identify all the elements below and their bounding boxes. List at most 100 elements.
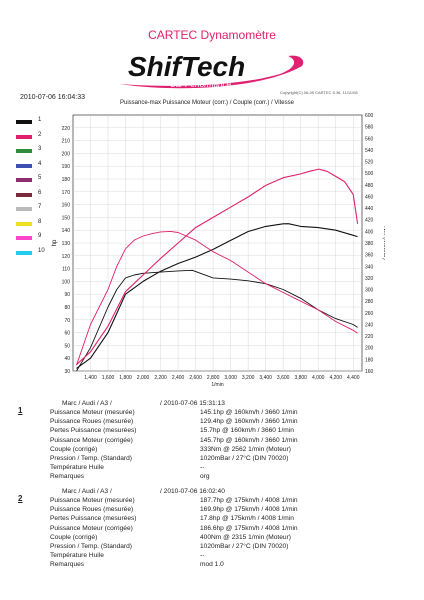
y-tick-label-left: 150 [62, 215, 71, 221]
y-tick-label-right: 220 [365, 334, 374, 340]
x-tick-label: 2,800 [207, 375, 220, 381]
y-tick-label-right: 240 [365, 322, 374, 328]
y-tick-label-right: 400 [365, 229, 374, 235]
result-value: 1020mBar / 27°C (DIN 70020) [200, 455, 289, 462]
result-label: Pertes Puissance (mesurées) [50, 427, 137, 435]
y-tick-label-right: 160 [365, 369, 374, 375]
x-tick-label: 1,800 [119, 375, 132, 381]
copyright-text: Copyright(C) 06-09 CARTEC 5.36, 11/11/08 [280, 90, 358, 95]
x-tick-label: 3,600 [277, 375, 290, 381]
result-value: org [200, 473, 210, 481]
result-label: Remarques [50, 473, 85, 481]
y-axis-label-right: Nm (Moteur) [382, 226, 385, 260]
result-label: Pression / Temp. (Standard) [50, 455, 132, 462]
result-value: 187.7hp @ 175km/h / 4008 1/min [200, 497, 298, 504]
result-label: Remarques [50, 561, 85, 569]
legend-item: 2 [14, 131, 64, 143]
x-tick-label: 4,200 [329, 375, 342, 381]
y-tick-label-left: 220 [62, 126, 71, 132]
y-axis-label-left: hp [52, 239, 58, 246]
run-number: 1 [18, 406, 23, 415]
x-tick-label: 3,000 [224, 375, 237, 381]
result-value: -- [200, 464, 205, 472]
x-tick-label: 3,200 [242, 375, 255, 381]
y-tick-label-right: 340 [365, 264, 374, 270]
result-label: Puissance Roues (mesurée) [50, 506, 134, 514]
y-tick-label-right: 200 [365, 346, 374, 352]
logo-text: ShifTech [128, 51, 245, 82]
y-tick-label-right: 540 [365, 148, 374, 154]
result-value: mod 1.0 [200, 561, 224, 569]
result-value: -- [200, 552, 205, 560]
y-tick-label-left: 60 [64, 331, 70, 337]
result-value: 129.4hp @ 160km/h / 3660 1/min [200, 418, 298, 426]
legend-label: 6 [38, 189, 42, 196]
legend-swatch [16, 207, 32, 211]
result-value: 186.6hp @ 175km/h / 4008 1/min [200, 524, 298, 532]
result-value: 145.7hp @ 160km/h / 3660 1/min [200, 436, 298, 444]
legend-swatch [16, 192, 32, 197]
y-tick-label-right: 480 [365, 183, 374, 189]
y-tick-label-left: 170 [62, 190, 71, 196]
result-label: Puissance Moteur (corrigée) [50, 436, 133, 444]
y-tick-label-left: 110 [62, 267, 70, 273]
legend-item: 6 [14, 189, 64, 201]
legend-swatch [16, 163, 32, 168]
run-timestamp: / 2010-07-06 15:31:13 [160, 400, 225, 407]
y-tick-label-right: 380 [365, 241, 374, 247]
y-tick-label-left: 130 [62, 241, 71, 247]
result-value: 169.9hp @ 175km/h / 4008 1/min [200, 506, 298, 514]
legend-label: 9 [38, 233, 42, 239]
y-tick-label-right: 320 [365, 276, 374, 282]
y-tick-label-right: 600 [365, 113, 374, 119]
y-tick-label-right: 280 [365, 299, 374, 305]
y-tick-label-left: 200 [62, 151, 71, 157]
x-axis-label: 1/min [211, 382, 223, 388]
y-tick-label-left: 190 [62, 164, 71, 170]
result-label: Pertes Puissance (mesurées) [50, 515, 137, 523]
y-tick-label-left: 180 [62, 177, 71, 183]
x-tick-label: 4,000 [312, 375, 325, 381]
series-line-2-torque [76, 230, 358, 366]
legend-swatch [16, 149, 32, 153]
y-tick-label-left: 140 [62, 228, 71, 234]
y-tick-label-left: 210 [62, 139, 71, 145]
logo-swoosh [120, 55, 304, 89]
y-tick-label-left: 120 [62, 254, 71, 260]
x-tick-label: 1,400 [84, 375, 97, 381]
legend-label: 2 [38, 131, 42, 138]
result-value: 17.8hp @ 175km/h / 4008 1/min [200, 515, 294, 523]
legend-item: 10 [14, 247, 64, 259]
y-tick-label-right: 560 [365, 136, 374, 142]
run-timestamp: / 2010-07-06 16:02:40 [160, 488, 225, 495]
y-tick-label-right: 580 [365, 125, 374, 131]
y-tick-label-right: 360 [365, 253, 374, 259]
y-tick-label-left: 90 [64, 292, 70, 298]
result-label: Puissance Moteur (corrigée) [50, 524, 133, 532]
result-value: 145.1hp @ 160km/h / 3660 1/min [200, 409, 298, 416]
legend-item: 7 [14, 203, 64, 215]
result-label: Puissance Moteur (mesurée) [50, 409, 135, 416]
run-number: 2 [18, 494, 23, 503]
y-tick-label-right: 500 [365, 171, 374, 177]
legend-swatch [16, 221, 32, 226]
y-tick-label-right: 180 [365, 357, 374, 363]
y-tick-label-right: 520 [365, 160, 374, 166]
chart-title: Puissance-max Puissance Moteur (corr.) /… [120, 100, 294, 106]
x-tick-label: 2,600 [189, 375, 202, 381]
legend-label: 5 [38, 175, 42, 181]
print-date: 2010-07-06 16:04:33 [20, 94, 85, 101]
y-tick-label-right: 460 [365, 194, 374, 200]
y-tick-label-left: 50 [64, 343, 70, 349]
series-line-2-power [76, 168, 359, 366]
y-tick-label-left: 40 [64, 356, 70, 362]
legend-swatch [16, 236, 32, 240]
result-label: Puissance Roues (mesurée) [50, 418, 134, 426]
legend-label: 8 [38, 218, 42, 225]
legend-swatch [16, 120, 32, 124]
y-tick-label-right: 440 [365, 206, 374, 212]
result-value: 15.7hp @ 160km/h / 3660 1/min [200, 427, 294, 435]
result-label: Température Huile [50, 464, 104, 472]
y-tick-label-right: 260 [365, 311, 374, 317]
y-tick-label-right: 300 [365, 288, 374, 294]
